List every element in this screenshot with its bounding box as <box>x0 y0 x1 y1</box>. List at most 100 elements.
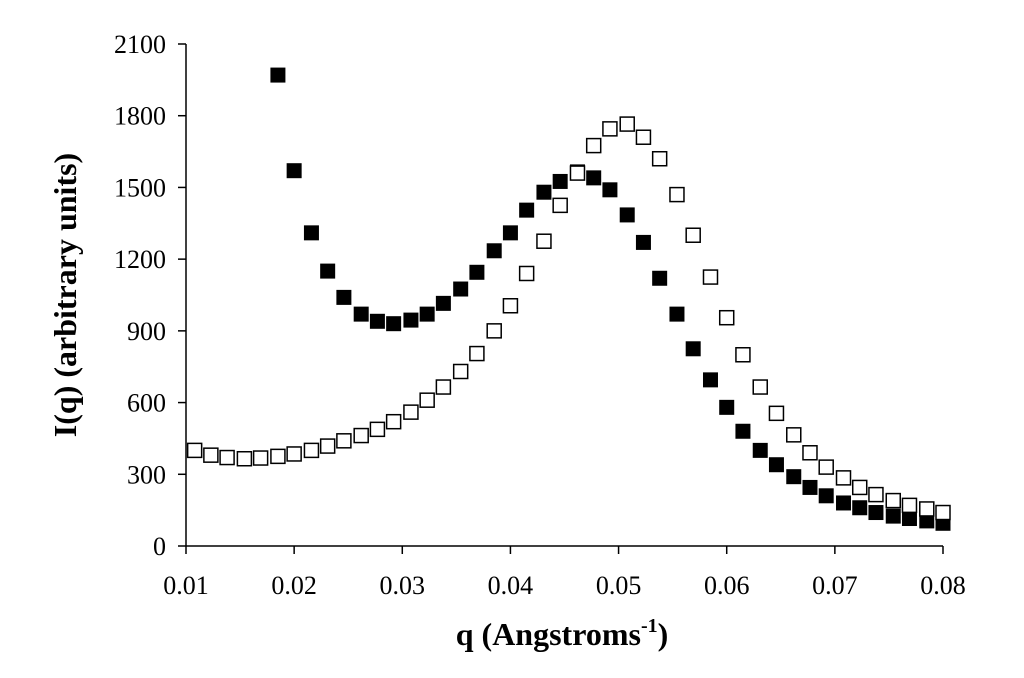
open-square-point <box>403 404 419 420</box>
filled-square-point <box>669 306 685 322</box>
filled-square-point <box>752 442 768 458</box>
open-square-point <box>602 121 618 137</box>
y-tick-label: 300 <box>127 460 166 489</box>
open-square-point <box>518 265 535 282</box>
open-square-point <box>651 150 668 167</box>
filled-square-point <box>885 508 901 524</box>
filled-square-point <box>486 243 502 259</box>
open-square-point <box>336 433 352 449</box>
filled-square-point <box>619 207 635 223</box>
open-square-point <box>236 450 253 467</box>
y-tick-label: 1500 <box>114 173 166 202</box>
filled-square-point <box>369 313 385 329</box>
open-square-point <box>851 479 868 496</box>
open-square-point <box>752 379 768 395</box>
open-square-point <box>219 449 235 466</box>
filled-square-point <box>303 225 319 241</box>
open-square-point <box>452 363 469 380</box>
y-tick-label: 900 <box>127 317 166 346</box>
filled-square-point <box>768 457 784 473</box>
filled-square-point <box>336 289 352 305</box>
open-square-point <box>635 129 652 145</box>
filled-square-point <box>519 202 535 218</box>
y-tick-label: 1200 <box>114 245 166 274</box>
filled-square-point <box>802 479 818 495</box>
filled-square-point <box>320 263 336 279</box>
open-square-point <box>319 438 336 454</box>
filled-square-point <box>286 163 302 179</box>
filled-square-point <box>419 306 435 322</box>
filled-square-point <box>685 341 701 357</box>
open-square-point <box>569 165 586 181</box>
x-axis-ticks: 0.01 0.02 0.03 0.04 0.05 0.06 0.07 0.08 <box>163 546 966 600</box>
open-square-point <box>419 392 435 408</box>
filled-square-point <box>786 469 802 485</box>
open-square-point <box>585 137 602 154</box>
x-axis-title-main: q (Angstroms <box>456 616 641 652</box>
open-square-point <box>286 446 302 462</box>
open-square-point <box>919 501 935 517</box>
y-tick-label: 1800 <box>114 102 166 131</box>
x-tick-label: 0.07 <box>812 571 858 600</box>
open-square-point <box>935 504 951 521</box>
open-square-point <box>835 470 852 486</box>
x-tick-label: 0.08 <box>920 571 966 600</box>
open-square-point <box>802 445 818 461</box>
y-axis-ticks: 0 300 600 900 1200 1500 1800 2100 <box>114 30 186 561</box>
open-square-point <box>901 497 918 514</box>
x-tick-label: 0.03 <box>380 571 426 600</box>
filled-square-point <box>435 295 451 311</box>
open-square-point <box>353 427 369 444</box>
open-square-point <box>718 309 735 326</box>
x-tick-label: 0.01 <box>163 571 209 600</box>
open-square-point <box>885 492 902 509</box>
filled-square-point <box>552 173 568 189</box>
x-tick-label: 0.02 <box>271 571 317 600</box>
open-square-point <box>469 345 485 362</box>
y-axis-title: I(q) (arbitrary units) <box>47 153 83 437</box>
open-square-point <box>702 269 719 285</box>
open-square-point <box>303 442 320 459</box>
open-square-point <box>186 442 203 459</box>
open-square-point <box>735 347 751 363</box>
filled-square-point <box>270 67 286 83</box>
open-square-point <box>818 459 834 475</box>
open-square-point <box>502 298 519 314</box>
filled-square-point <box>652 270 668 286</box>
open-square-point <box>536 233 552 249</box>
open-square-point <box>669 186 685 203</box>
filled-square-point <box>702 372 718 388</box>
filled-square-point <box>469 264 485 280</box>
filled-square-point <box>453 281 469 297</box>
open-square-point <box>868 486 884 503</box>
filled-square-point <box>536 184 552 200</box>
filled-square-point <box>735 423 751 439</box>
x-tick-label: 0.05 <box>596 571 642 600</box>
open-square-point <box>552 197 568 214</box>
x-tick-label: 0.04 <box>488 571 534 600</box>
open-square-point <box>203 447 219 463</box>
open-square-point <box>486 323 502 339</box>
filled-square-point <box>901 511 917 527</box>
open-square-point <box>435 379 452 395</box>
open-square-point <box>369 421 386 438</box>
open-square-point <box>685 227 701 243</box>
open-square-point <box>786 427 802 443</box>
open-square-point <box>252 450 269 466</box>
x-axis-title: q (Angstroms-1) <box>456 615 669 652</box>
y-tick-label: 600 <box>127 389 166 418</box>
filled-square-point <box>635 234 651 250</box>
filled-square-point <box>502 225 518 241</box>
data-points <box>186 67 951 531</box>
filled-square-point <box>719 399 735 415</box>
y-tick-label: 0 <box>153 532 166 561</box>
y-tick-label: 2100 <box>114 30 166 59</box>
open-square-point <box>619 116 635 132</box>
filled-square-point <box>403 312 419 328</box>
x-axis-title-end: ) <box>658 616 669 652</box>
filled-square-point <box>602 182 618 198</box>
filled-square-point <box>353 306 369 322</box>
open-square-point <box>768 405 785 422</box>
open-square-point <box>385 413 402 430</box>
